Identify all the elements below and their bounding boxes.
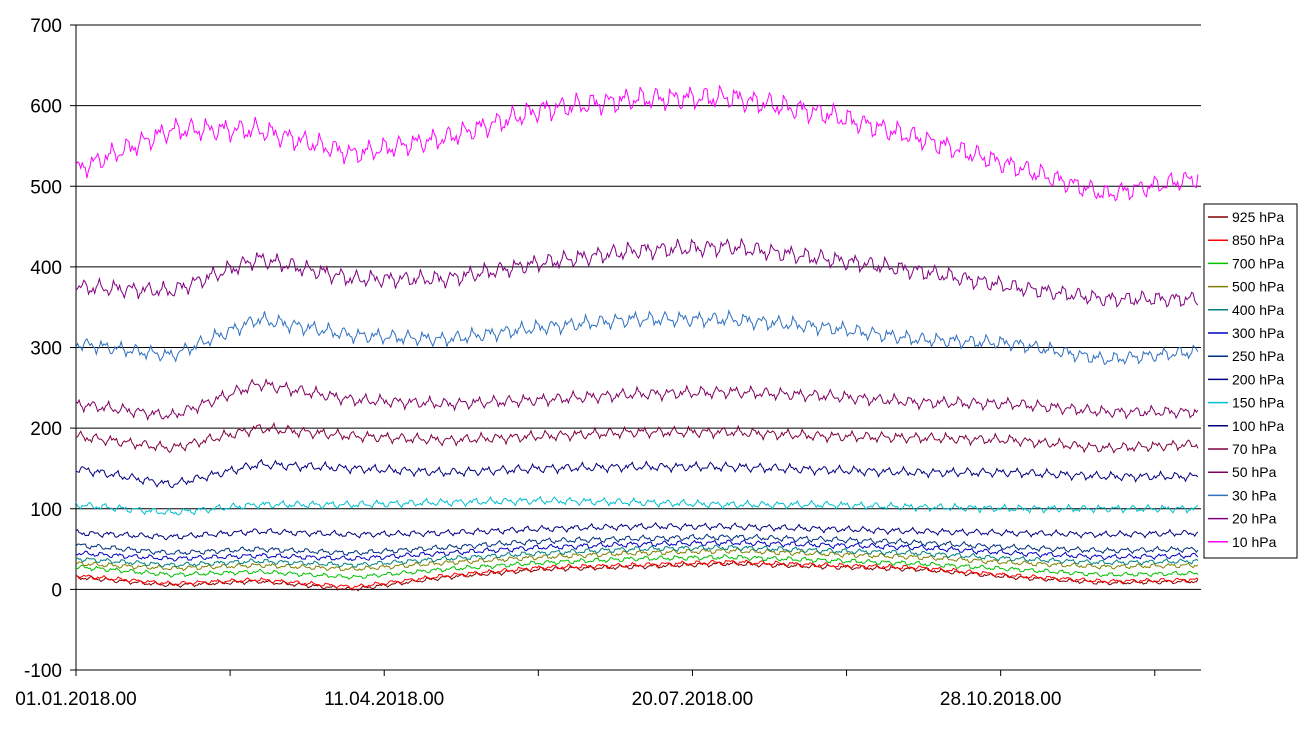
series-line-850-hpa [75, 559, 1198, 590]
x-tick-label: 28.10.2018.00 [940, 689, 1062, 710]
legend-label: 250 hPa [1232, 348, 1284, 364]
series-line-700-hpa [75, 554, 1199, 580]
series-line-200-hpa [75, 522, 1199, 541]
x-tick-label: 01.01.2018.00 [15, 689, 137, 710]
legend-label: 10 hPa [1232, 534, 1277, 550]
legend-label: 850 hPa [1232, 232, 1284, 248]
legend-label: 20 hPa [1232, 511, 1277, 527]
y-tick-label: 0 [51, 580, 62, 601]
series-line-50-hpa [75, 377, 1199, 422]
axes: -100 0 100 200 300 400 500 600 700 01.01.2018.00 1… [15, 16, 1201, 710]
series-line-250-hpa [75, 533, 1199, 557]
series-line-30-hpa [75, 309, 1199, 366]
y-tick-label: 700 [30, 16, 62, 37]
series-line-20-hpa [75, 238, 1199, 308]
series-line-150-hpa [75, 495, 1199, 516]
series-line-70-hpa [75, 421, 1199, 454]
y-tick-label: 600 [30, 97, 62, 118]
legend-label: 500 hPa [1232, 279, 1284, 295]
y-tick-label: -100 [24, 661, 62, 682]
legend-label: 700 hPa [1232, 255, 1284, 271]
legend-label: 100 hPa [1232, 418, 1284, 434]
legend-label: 925 hPa [1232, 209, 1284, 225]
legend: 925 hPa 850 hPa 700 hPa 500 hPa 400 hPa 300 h… [1203, 203, 1298, 559]
y-tick-label: 400 [30, 258, 62, 279]
legend-label: 200 hPa [1232, 371, 1284, 387]
y-tick-label: 500 [30, 177, 62, 198]
series-line-10-hpa [75, 84, 1199, 202]
y-tick-label: 300 [30, 339, 62, 360]
x-tick-label: 11.04.2018.00 [324, 689, 444, 710]
x-tick-label: 20.07.2018.00 [632, 689, 754, 710]
series-lines [75, 84, 1199, 592]
legend-label: 150 hPa [1232, 395, 1284, 411]
series-line-300-hpa [75, 539, 1199, 562]
legend-label: 300 hPa [1232, 325, 1284, 341]
legend-label: 30 hPa [1232, 487, 1277, 503]
y-tick-label: 100 [30, 500, 62, 521]
legend-label: 400 hPa [1232, 302, 1284, 318]
series-line-925-hpa [75, 560, 1199, 592]
y-tick-label: 200 [30, 419, 62, 440]
legend-label: 70 hPa [1232, 441, 1277, 457]
legend-label: 50 hPa [1232, 464, 1277, 480]
series-line-100-hpa [75, 458, 1199, 489]
series-line-400-hpa [75, 544, 1199, 568]
